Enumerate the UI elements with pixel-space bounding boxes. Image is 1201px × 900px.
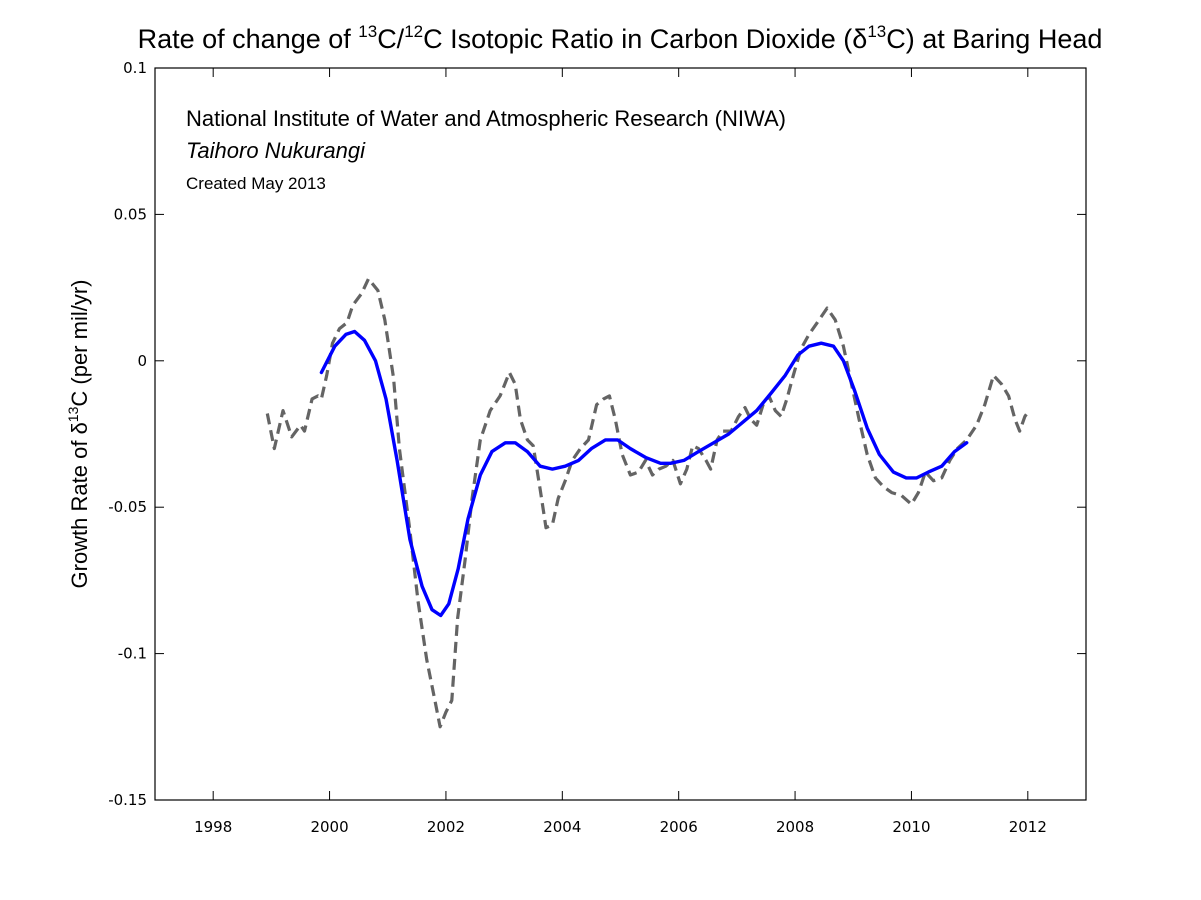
y-tick-label: 0: [137, 352, 147, 370]
x-tick-label: 2010: [892, 818, 930, 836]
series-layer: [265, 277, 1031, 729]
y-axis: 0.1 0.05 0 -0.05 -0.1 -0.15: [108, 59, 1086, 809]
x-axis: 1998 2000 2002 2004 2006 2008 2010 2012: [194, 68, 1047, 836]
x-tick-label: 2002: [427, 818, 465, 836]
x-tick-label: 1998: [194, 818, 232, 836]
annotation-niwa: National Institute of Water and Atmosphe…: [186, 106, 786, 131]
y-tick-label: -0.05: [108, 498, 147, 516]
chart-title: Rate of change of 13C/12C Isotopic Ratio…: [138, 22, 1103, 54]
x-tick-label: 2000: [310, 818, 348, 836]
y-axis-label: Growth Rate of δ13C (per mil/yr): [65, 280, 92, 589]
series-line-growth-rate-dashed: [265, 277, 1031, 729]
y-tick-label: 0.05: [114, 205, 147, 223]
annotation-taihoro: Taihoro Nukurangi: [186, 138, 366, 163]
x-tick-label: 2004: [543, 818, 581, 836]
x-tick-label: 2012: [1009, 818, 1047, 836]
y-tick-label: 0.1: [123, 59, 147, 77]
plot-area-border: [154, 67, 1087, 801]
y-tick-label: -0.15: [108, 791, 147, 809]
x-tick-label: 2008: [776, 818, 814, 836]
annotation-created: Created May 2013: [186, 174, 326, 193]
y-tick-label: -0.1: [118, 645, 147, 663]
series-line-growth-rate-smoothed: [319, 329, 969, 618]
plot-frame: [154, 67, 1087, 801]
x-tick-label: 2006: [660, 818, 698, 836]
